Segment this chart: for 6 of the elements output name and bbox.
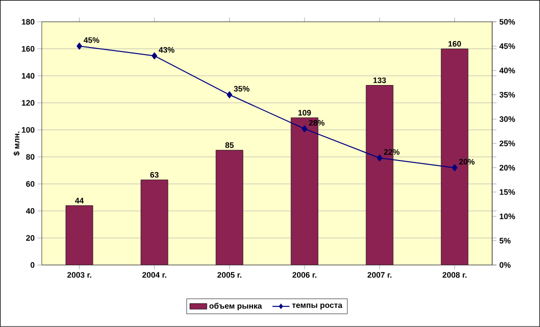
point: [452, 164, 458, 172]
point: [152, 52, 158, 60]
point: [302, 125, 308, 132]
point: [226, 91, 232, 98]
point: [76, 42, 82, 50]
point: [376, 154, 382, 162]
